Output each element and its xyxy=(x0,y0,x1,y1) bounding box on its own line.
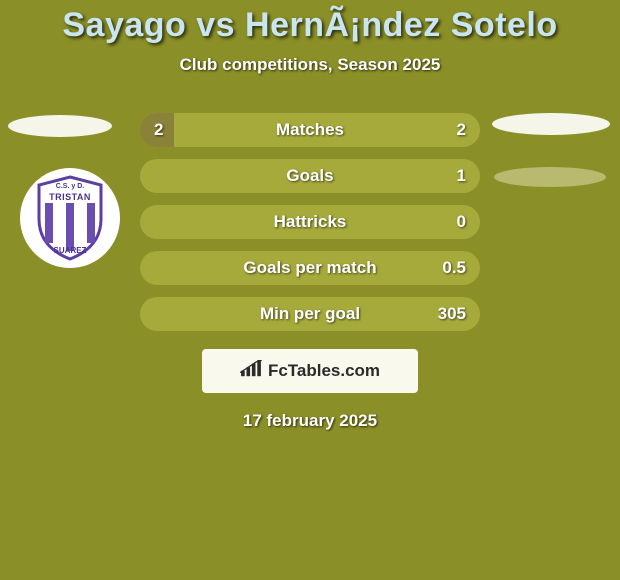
stat-value-right: 305 xyxy=(438,304,466,324)
stat-row: Goals per match 0.5 xyxy=(140,251,480,285)
stat-row: Min per goal 305 xyxy=(140,297,480,331)
stat-value-right: 0 xyxy=(457,212,466,232)
stat-label: Hattricks xyxy=(274,212,347,232)
badge-line2: TRISTAN xyxy=(35,192,105,202)
stat-value-left: 2 xyxy=(154,120,163,140)
date-text: 17 february 2025 xyxy=(243,411,377,431)
page-title: Sayago vs HernÃ¡ndez Sotelo xyxy=(62,6,557,45)
decorative-ellipse xyxy=(494,167,606,187)
stat-label: Goals xyxy=(286,166,333,186)
stats-stage: C.S. y D. TRISTAN SUAREZ 2 Matches 2 Goals 1… xyxy=(0,113,620,331)
team-badge-left: C.S. y D. TRISTAN SUAREZ xyxy=(20,168,120,268)
attribution-text: FcTables.com xyxy=(268,361,380,381)
decorative-ellipse xyxy=(8,115,112,137)
stat-row: 2 Matches 2 xyxy=(140,113,480,147)
stat-label: Min per goal xyxy=(260,304,360,324)
attribution-badge: FcTables.com xyxy=(202,349,418,393)
decorative-ellipse xyxy=(492,113,610,135)
stat-value-right: 1 xyxy=(457,166,466,186)
stat-label: Matches xyxy=(276,120,344,140)
bar-chart-icon xyxy=(240,360,262,383)
badge-line3: SUAREZ xyxy=(35,246,105,255)
content-wrapper: Sayago vs HernÃ¡ndez Sotelo Club competi… xyxy=(0,0,620,580)
shield-icon: C.S. y D. TRISTAN SUAREZ xyxy=(35,175,105,261)
stat-label: Goals per match xyxy=(243,258,376,278)
badge-line1: C.S. y D. xyxy=(35,183,105,190)
stat-value-right: 0.5 xyxy=(442,258,466,278)
stat-value-right: 2 xyxy=(457,120,466,140)
stat-row: Hattricks 0 xyxy=(140,205,480,239)
page-subtitle: Club competitions, Season 2025 xyxy=(180,55,441,75)
stat-row: Goals 1 xyxy=(140,159,480,193)
